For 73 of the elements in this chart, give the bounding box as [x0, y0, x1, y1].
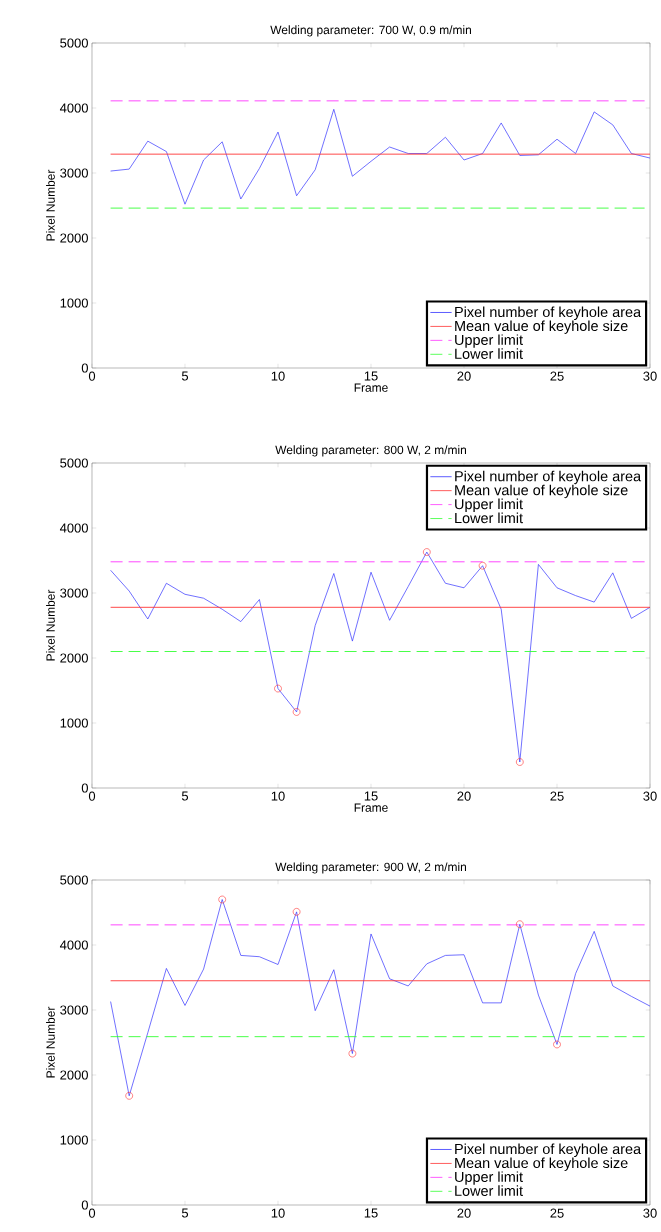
x-tick-label: 25 — [550, 791, 564, 801]
y-tick-label: 1000 — [60, 298, 89, 308]
x-axis-title: Frame — [354, 803, 388, 812]
point — [274, 684, 283, 693]
point — [348, 1049, 357, 1058]
line-series — [110, 551, 651, 763]
y-tick-label: 1000 — [60, 718, 89, 728]
x-tick-label: 5 — [182, 371, 189, 381]
y-tick-label: 0 — [82, 1200, 89, 1210]
legend-label: Lower limit — [455, 512, 524, 524]
chart-title: Welding parameter: 900 W, 2 m/min — [275, 862, 467, 874]
y-tick-label: 4000 — [60, 103, 89, 113]
point — [423, 548, 431, 556]
point — [479, 561, 487, 570]
point — [516, 920, 524, 928]
x-tick-label: 10 — [272, 1208, 285, 1218]
y-axis-title: Pixel Number — [46, 169, 56, 241]
y-tick-label: 2000 — [60, 653, 89, 663]
y-tick-label: 1000 — [60, 1135, 89, 1145]
y-tick-label: 3000 — [60, 168, 89, 178]
x-tick-label: 5 — [182, 1208, 189, 1218]
x-tick-label: 30 — [643, 371, 657, 381]
y-tick-label: 4000 — [60, 940, 89, 950]
chart-title: Welding parameter: 800 W, 2 m/min — [275, 445, 467, 457]
y-axis-title: Pixel Number — [46, 1006, 56, 1078]
x-tick-label: 20 — [457, 1208, 471, 1218]
x-tick-label: 5 — [182, 791, 189, 801]
point — [218, 895, 227, 904]
point — [553, 1040, 562, 1049]
legend-label: Upper limit — [455, 498, 524, 513]
y-tick-label: 2000 — [60, 1070, 89, 1080]
y-tick-label: 2000 — [60, 233, 89, 243]
legend-label: Pixel number of keyhole area — [455, 1143, 642, 1157]
y-tick-label: 5000 — [60, 38, 89, 48]
legend-label: Mean value of keyhole size — [455, 1157, 628, 1171]
legend-label: Pixel number of keyhole area — [455, 470, 642, 485]
line-series — [110, 899, 651, 1097]
legend-label: Lower limit — [455, 1185, 524, 1196]
legend-label: Upper limit — [455, 1171, 524, 1185]
line-series — [110, 108, 651, 205]
x-tick-label: 0 — [89, 371, 96, 381]
x-tick-label: 10 — [272, 791, 285, 801]
point — [125, 1092, 134, 1100]
x-tick-label: 30 — [643, 791, 657, 801]
x-tick-label: 25 — [550, 371, 564, 381]
y-tick-label: 3000 — [60, 1005, 89, 1015]
x-tick-label: 10 — [272, 371, 285, 381]
y-tick-label: 4000 — [60, 523, 89, 533]
x-axis-title: Frame — [354, 383, 388, 392]
x-tick-label: 25 — [550, 1208, 564, 1218]
legend-label: Pixel number of keyhole area — [455, 306, 642, 320]
x-tick-label: 30 — [643, 1208, 657, 1218]
point — [293, 908, 301, 916]
legend-label: Upper limit — [455, 334, 524, 348]
y-tick-label: 5000 — [60, 458, 89, 468]
x-tick-label: 0 — [89, 791, 96, 801]
point — [516, 758, 524, 766]
legend-label: Mean value of keyhole size — [455, 320, 628, 334]
x-tick-label: 15 — [365, 791, 378, 801]
point — [293, 708, 301, 716]
y-axis-title: Pixel Number — [46, 589, 56, 661]
y-tick-label: 5000 — [60, 875, 89, 885]
y-tick-label: 0 — [82, 363, 89, 373]
x-tick-label: 0 — [89, 1208, 96, 1218]
legend-label: Lower limit — [455, 348, 524, 359]
x-tick-label: 15 — [365, 371, 378, 381]
y-tick-label: 3000 — [60, 588, 89, 598]
x-tick-label: 20 — [457, 371, 471, 381]
chart-title: Welding parameter: 700 W, 0.9 m/min — [270, 25, 472, 37]
x-tick-label: 15 — [365, 1208, 378, 1218]
legend-label: Mean value of keyhole size — [455, 484, 628, 499]
y-tick-label: 0 — [82, 783, 89, 793]
x-tick-label: 20 — [457, 791, 471, 801]
